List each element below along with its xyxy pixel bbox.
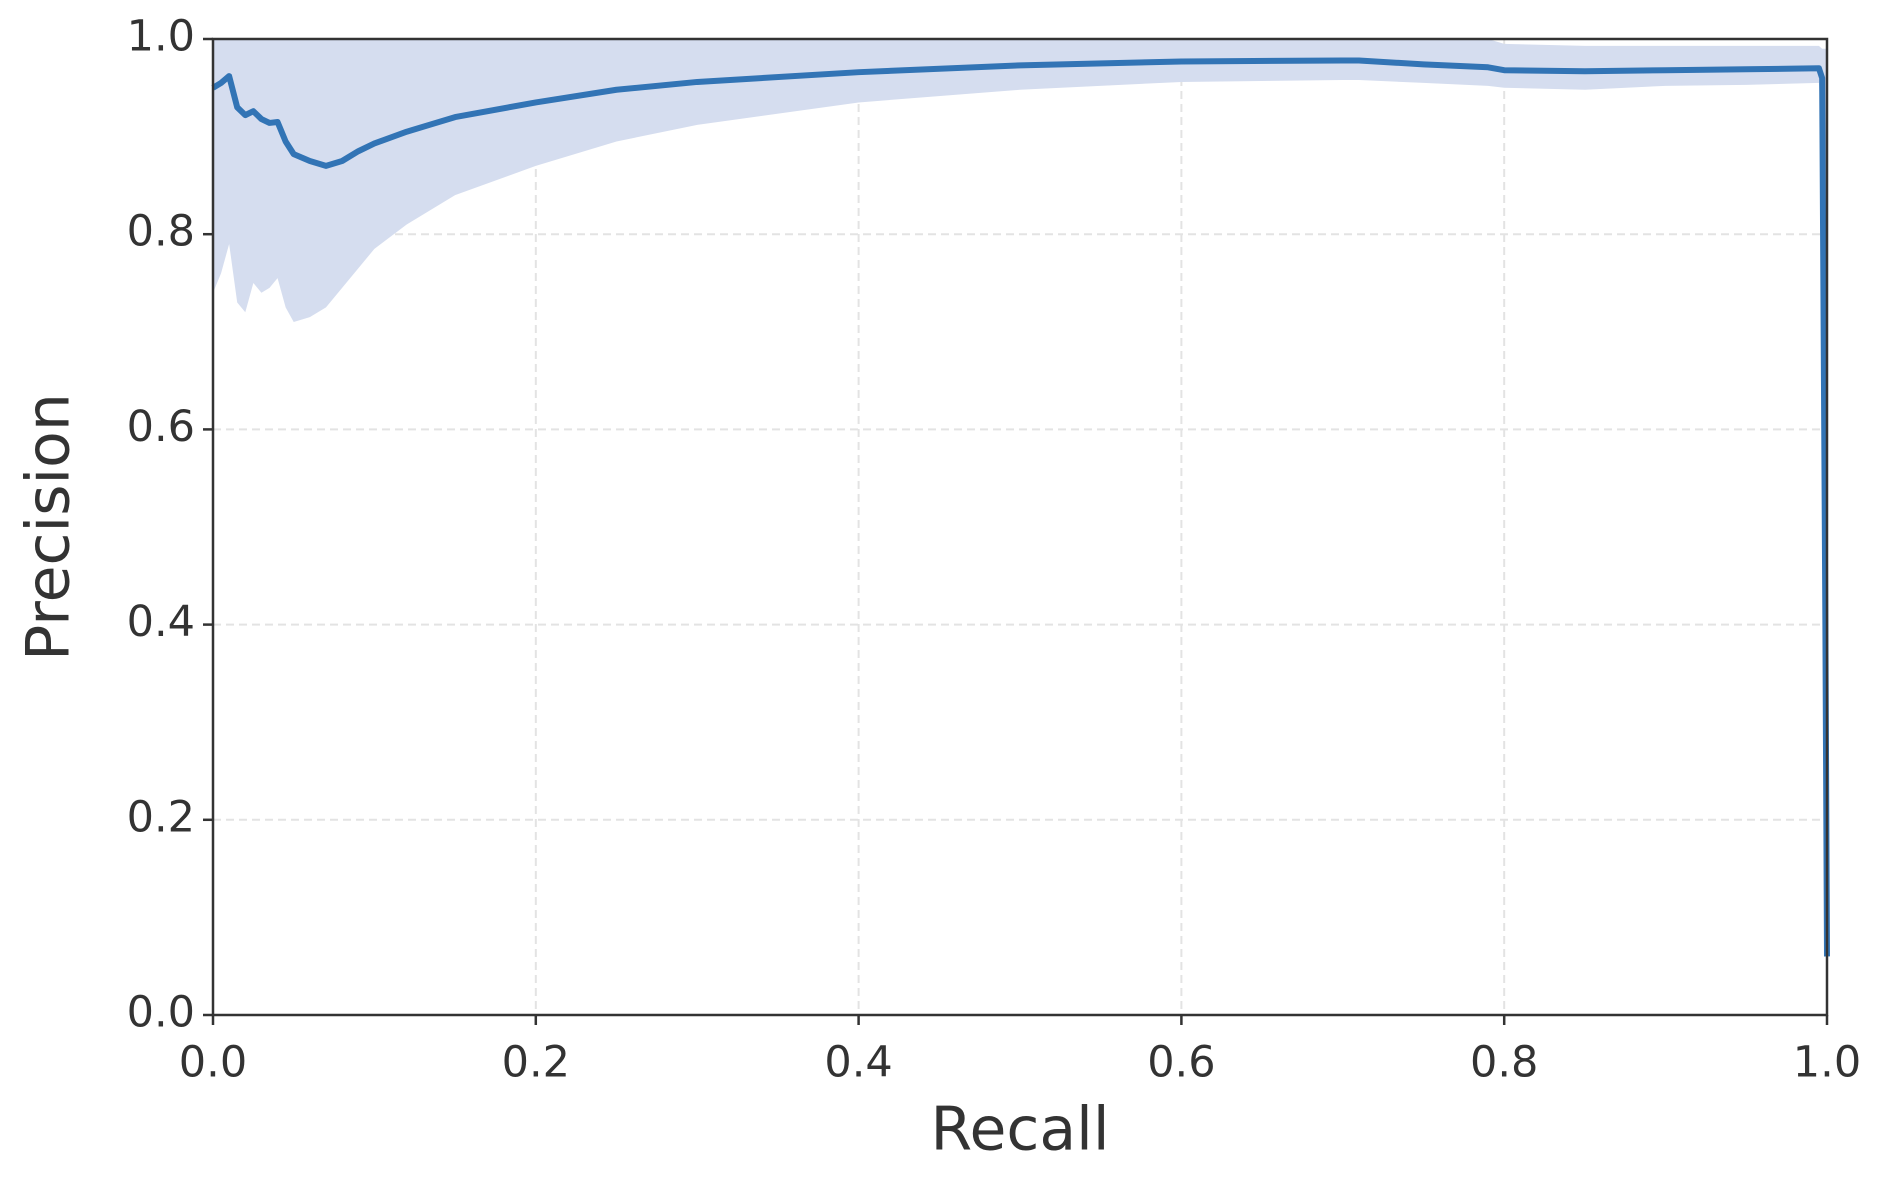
x-tick-label: 0.6 <box>1147 1038 1215 1088</box>
x-axis-label: Recall <box>930 1095 1109 1165</box>
y-tick-label: 0.6 <box>127 402 195 452</box>
x-tick-label: 0.0 <box>179 1038 247 1088</box>
x-tick-label: 1.0 <box>1793 1038 1861 1088</box>
y-tick-label: 0.8 <box>127 207 195 257</box>
y-tick-label: 1.0 <box>127 12 195 62</box>
x-tick-label: 0.8 <box>1470 1038 1538 1088</box>
y-tick-label: 0.2 <box>127 792 195 842</box>
y-tick-label: 0.4 <box>127 597 195 647</box>
y-tick-label: 0.0 <box>127 988 195 1038</box>
pr-curve <box>211 57 1830 957</box>
y-axis-label: Precision <box>14 393 84 661</box>
x-tick-label: 0.4 <box>824 1038 892 1088</box>
confidence-band <box>213 39 1827 967</box>
plot-frame <box>211 37 1829 1017</box>
x-tick-label: 0.2 <box>502 1038 570 1088</box>
